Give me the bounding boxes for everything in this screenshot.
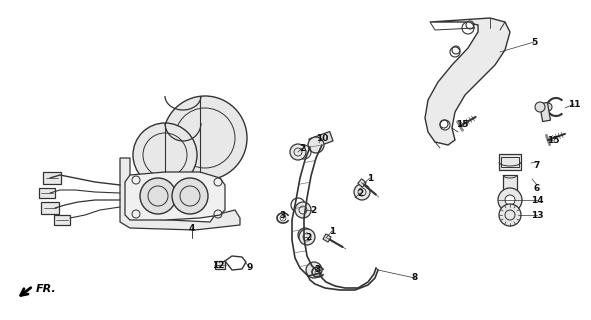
Circle shape [298, 228, 312, 242]
Circle shape [440, 120, 450, 130]
Text: 2: 2 [305, 233, 311, 242]
Polygon shape [120, 158, 240, 230]
Bar [501, 157, 519, 167]
Circle shape [140, 178, 176, 214]
Text: 10: 10 [316, 133, 328, 142]
Text: FR.: FR. [36, 284, 57, 294]
Text: 1: 1 [367, 173, 373, 182]
Circle shape [544, 103, 552, 111]
Circle shape [499, 204, 521, 226]
Bar [309, 132, 333, 148]
Circle shape [315, 269, 321, 275]
Bar [39, 188, 55, 198]
Polygon shape [125, 172, 225, 220]
Circle shape [498, 188, 522, 212]
Text: 1: 1 [329, 227, 335, 236]
Bar [499, 154, 521, 170]
Circle shape [291, 198, 305, 212]
Circle shape [172, 178, 208, 214]
Circle shape [535, 102, 545, 112]
Circle shape [133, 123, 197, 187]
Bar [323, 234, 331, 242]
Circle shape [308, 137, 324, 153]
Text: 14: 14 [531, 196, 543, 204]
Polygon shape [425, 18, 510, 145]
Text: 6: 6 [534, 183, 540, 193]
Circle shape [462, 22, 474, 34]
Text: 12: 12 [212, 260, 224, 269]
Circle shape [290, 144, 306, 160]
Bar [41, 202, 59, 214]
Text: 15: 15 [456, 119, 468, 129]
Bar [54, 215, 70, 225]
Circle shape [505, 195, 515, 205]
Text: 13: 13 [531, 211, 543, 220]
Text: 2: 2 [299, 143, 305, 153]
Text: 11: 11 [568, 100, 580, 108]
Text: 3: 3 [280, 211, 286, 220]
Circle shape [354, 184, 370, 200]
Text: 2: 2 [357, 188, 363, 197]
Bar [43, 172, 61, 184]
Text: 5: 5 [531, 37, 537, 46]
Circle shape [280, 215, 286, 221]
Bar [358, 179, 366, 187]
Circle shape [295, 202, 311, 218]
Text: 9: 9 [247, 263, 253, 273]
Text: 7: 7 [534, 161, 540, 170]
Circle shape [306, 262, 322, 278]
Bar [540, 102, 550, 122]
Text: 2: 2 [310, 205, 316, 214]
Bar [503, 175, 517, 195]
Circle shape [163, 96, 247, 180]
Text: 3: 3 [315, 266, 321, 275]
Text: 8: 8 [412, 274, 418, 283]
Circle shape [299, 229, 315, 245]
Circle shape [450, 47, 460, 57]
Text: 4: 4 [189, 223, 195, 233]
Bar [215, 261, 225, 269]
Text: 15: 15 [547, 135, 559, 145]
